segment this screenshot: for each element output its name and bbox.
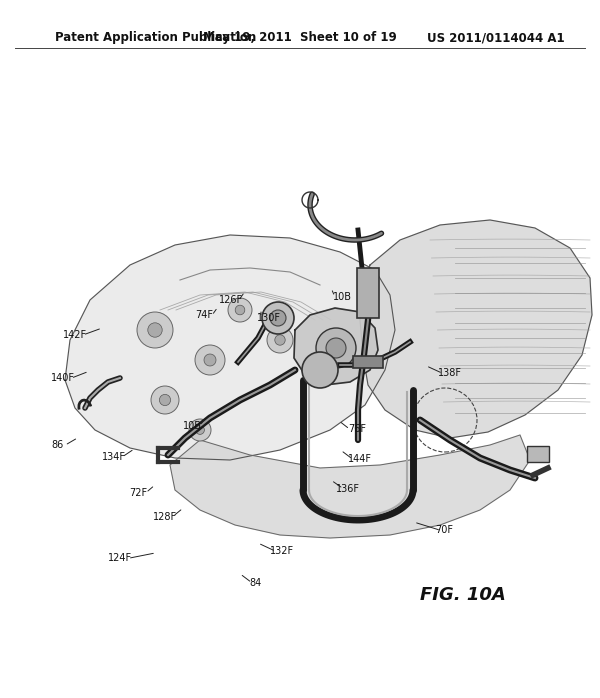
- Circle shape: [267, 327, 293, 353]
- Circle shape: [195, 345, 225, 375]
- Text: 142F: 142F: [63, 330, 87, 340]
- Circle shape: [316, 328, 356, 368]
- Circle shape: [302, 352, 338, 388]
- Circle shape: [148, 322, 162, 337]
- Bar: [353, 356, 383, 368]
- Circle shape: [137, 312, 173, 348]
- Text: 132F: 132F: [270, 547, 294, 556]
- Text: 86: 86: [51, 440, 63, 450]
- Polygon shape: [170, 435, 530, 538]
- Circle shape: [326, 338, 346, 358]
- Text: 134F: 134F: [102, 452, 126, 462]
- Circle shape: [151, 386, 179, 414]
- Circle shape: [275, 335, 285, 346]
- Text: 126F: 126F: [219, 295, 243, 305]
- Bar: [357, 268, 379, 318]
- Text: May 19, 2011  Sheet 10 of 19: May 19, 2011 Sheet 10 of 19: [203, 31, 397, 45]
- Text: 10B: 10B: [332, 292, 352, 302]
- Text: 136F: 136F: [336, 484, 360, 493]
- Text: 140F: 140F: [51, 373, 75, 383]
- Text: Patent Application Publication: Patent Application Publication: [55, 31, 256, 45]
- Text: US 2011/0114044 A1: US 2011/0114044 A1: [427, 31, 565, 45]
- Text: 10B: 10B: [182, 421, 202, 431]
- Circle shape: [204, 354, 216, 366]
- Text: 130F: 130F: [257, 313, 281, 322]
- Circle shape: [235, 305, 245, 315]
- Text: 124F: 124F: [108, 554, 132, 563]
- Text: 76F: 76F: [348, 424, 366, 434]
- Text: 144F: 144F: [348, 454, 372, 464]
- Text: 70F: 70F: [435, 526, 453, 535]
- Text: 72F: 72F: [129, 488, 147, 498]
- Text: 138F: 138F: [438, 369, 462, 378]
- Circle shape: [262, 302, 294, 334]
- Text: 128F: 128F: [153, 512, 177, 521]
- Polygon shape: [65, 235, 395, 460]
- Circle shape: [196, 426, 205, 434]
- Text: FIG. 10A: FIG. 10A: [420, 586, 506, 604]
- Circle shape: [270, 310, 286, 326]
- Circle shape: [160, 394, 170, 406]
- Circle shape: [189, 419, 211, 441]
- Polygon shape: [294, 308, 378, 385]
- Circle shape: [228, 298, 252, 322]
- Text: 74F: 74F: [195, 311, 213, 320]
- Polygon shape: [360, 220, 592, 438]
- Bar: [527, 446, 549, 462]
- Text: 84: 84: [249, 578, 261, 588]
